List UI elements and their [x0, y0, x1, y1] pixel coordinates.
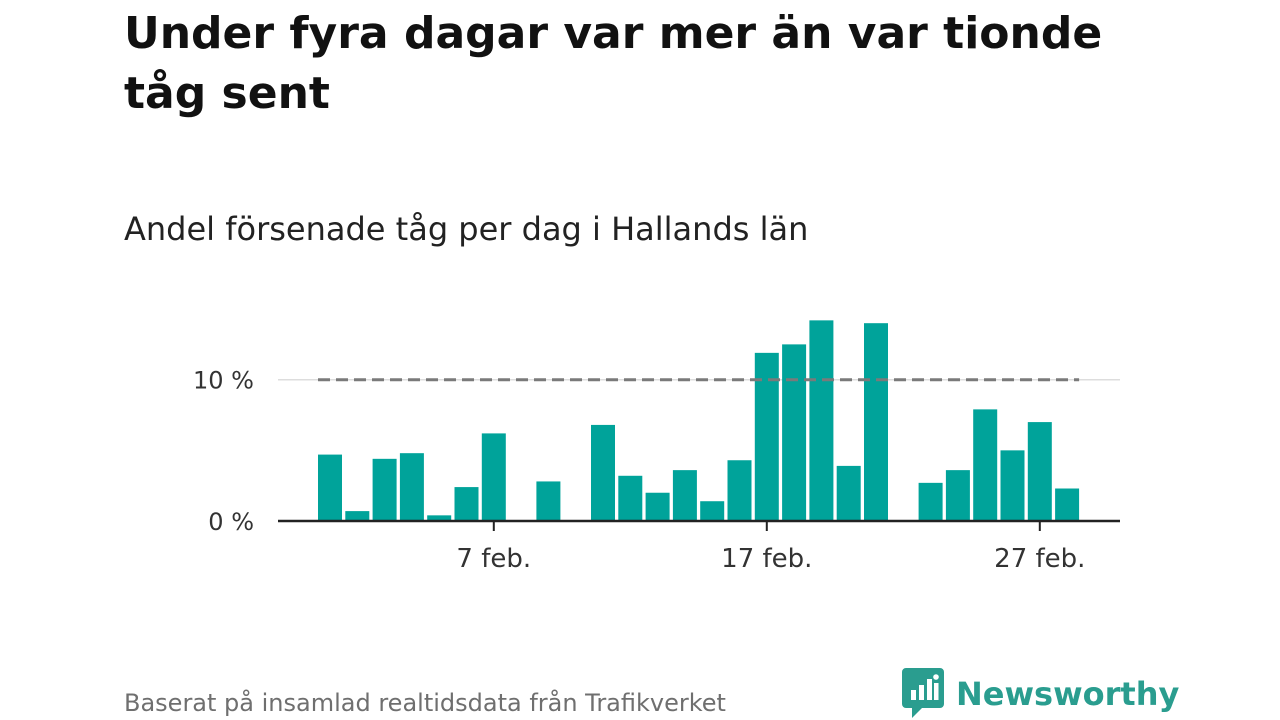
bar-day-1 — [318, 454, 342, 521]
x-tick-label-2: 27 feb. — [994, 544, 1085, 574]
bar-day-19 — [809, 320, 834, 521]
bar-day-7 — [481, 433, 506, 521]
brand-name: Newsworthy — [956, 675, 1180, 713]
bar-day-5 — [427, 515, 452, 521]
bar-day-27 — [1027, 422, 1052, 521]
bar-day-24 — [945, 470, 970, 521]
bar-day-14 — [672, 470, 697, 521]
chart-title: Under fyra dagar var mer än var tionde t… — [124, 8, 1103, 119]
source-note: Baserat på insamlad realtidsdata från Tr… — [124, 689, 726, 717]
y-tick-label-1: 10 % — [193, 367, 254, 395]
bar-day-4 — [399, 453, 424, 521]
bar-day-2 — [345, 511, 370, 521]
bar-day-3 — [372, 458, 397, 521]
bar-day-13 — [645, 492, 670, 521]
bar-day-11 — [591, 424, 615, 521]
bar-day-17 — [754, 352, 779, 521]
bar-day-26 — [1000, 450, 1025, 521]
bar-day-21 — [864, 323, 888, 521]
y-tick-label-0: 0 % — [208, 508, 254, 536]
bar-day-25 — [973, 409, 998, 521]
brand: Newsworthy — [902, 668, 1179, 720]
bar-day-12 — [618, 475, 643, 521]
bar-day-18 — [782, 344, 807, 521]
chart-subtitle: Andel försenade tåg per dag i Hallands l… — [124, 210, 809, 248]
bar-day-9 — [536, 481, 561, 521]
bar-day-20 — [836, 465, 861, 521]
bar-day-23 — [918, 482, 943, 521]
bar-day-6 — [454, 487, 479, 521]
bar-day-28 — [1055, 488, 1080, 521]
newsworthy-logo-icon — [902, 668, 944, 718]
bar-day-15 — [700, 501, 725, 521]
bar-day-16 — [727, 460, 752, 521]
x-tick-label-0: 7 feb. — [456, 544, 531, 574]
x-tick-label-1: 17 feb. — [721, 544, 812, 574]
